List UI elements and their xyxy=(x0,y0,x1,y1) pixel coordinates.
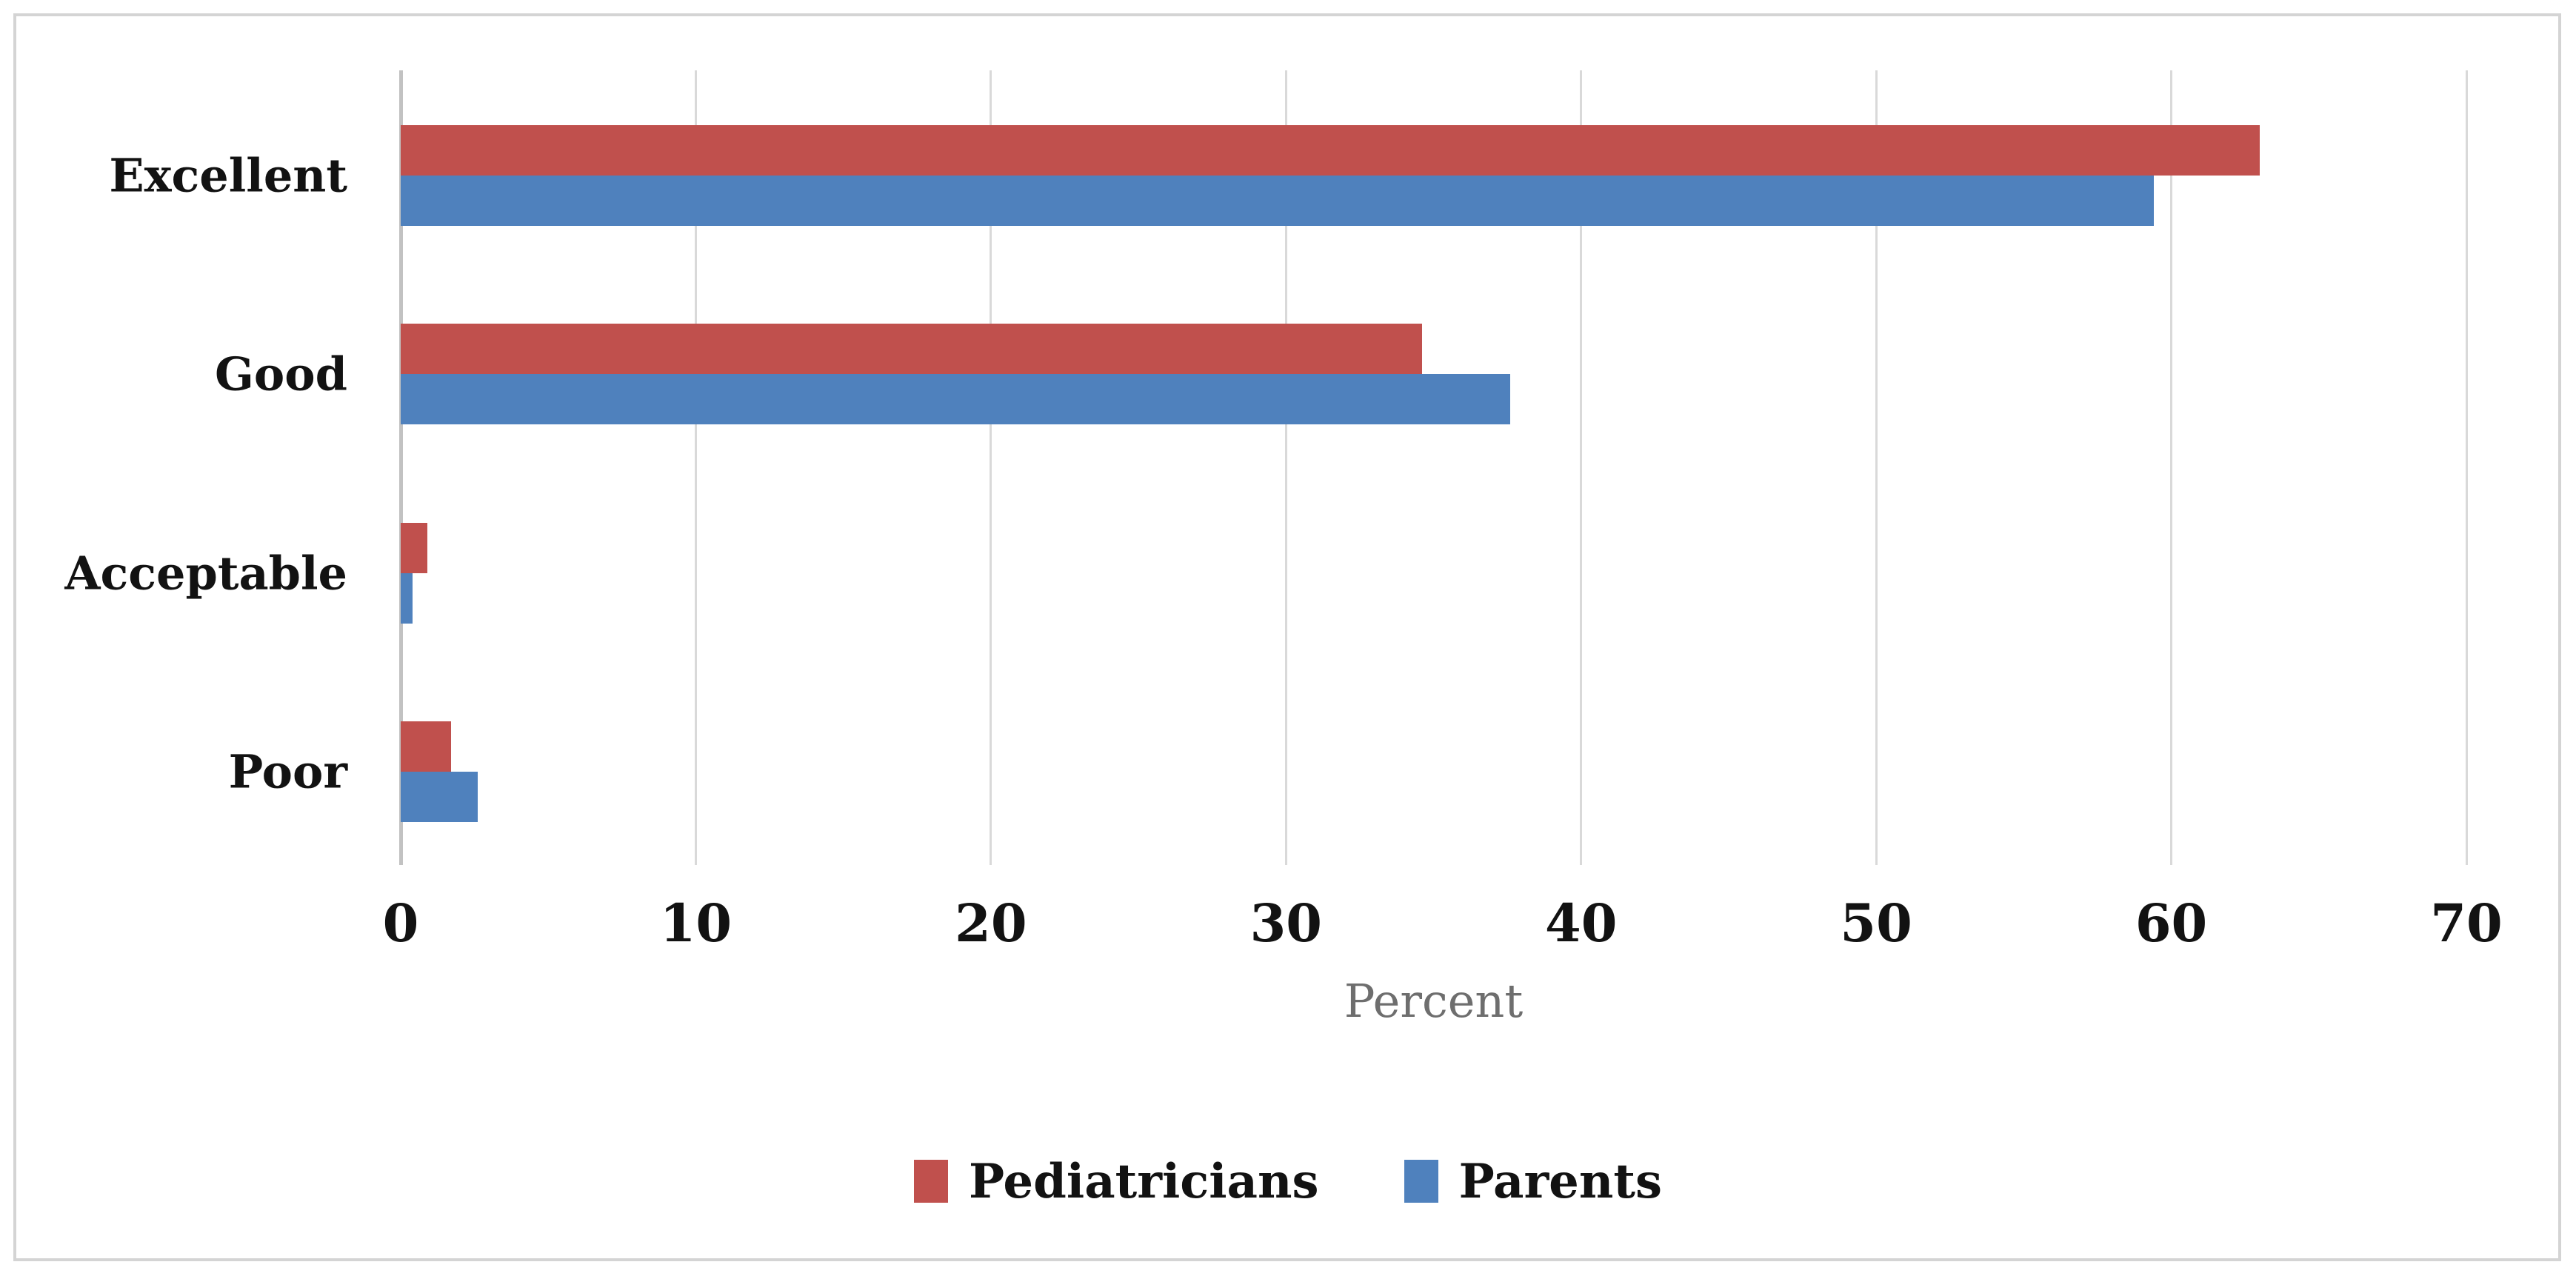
x-axis-ticks: 0 10 20 30 40 50 60 70 xyxy=(383,892,2503,963)
plot-area: Excellent Good Acceptable Poor xyxy=(64,70,2468,865)
bar-pediatricians-good xyxy=(401,324,1422,375)
bar-rows: Excellent Good Acceptable Poor xyxy=(64,70,2466,865)
tick-label-50: 50 xyxy=(1840,892,1912,954)
legend-item-parents: Parents xyxy=(1404,1154,1662,1209)
bar-parents-good xyxy=(401,374,1511,425)
tick-label-40: 40 xyxy=(1544,892,1618,954)
bar-parents-poor xyxy=(401,771,478,822)
tick-label-10: 10 xyxy=(659,892,733,954)
bar-pair xyxy=(401,125,2466,227)
bar-parents-acceptable xyxy=(401,572,413,624)
legend-item-pediatricians: Pediatricians xyxy=(914,1154,1319,1209)
category-label: Excellent xyxy=(109,148,347,203)
gridline-60 xyxy=(2170,70,2173,865)
tick-label-60: 60 xyxy=(2135,892,2208,954)
gridline-10 xyxy=(694,70,697,865)
gridline-50 xyxy=(1875,70,1878,865)
legend-marker-icon xyxy=(1404,1160,1438,1203)
gridline-20 xyxy=(990,70,992,865)
tick-label-20: 20 xyxy=(955,892,1027,954)
bar-pair xyxy=(401,721,2466,822)
gridline-30 xyxy=(1284,70,1287,865)
category-row-poor: Poor xyxy=(229,667,2466,865)
bar-pediatricians-acceptable xyxy=(401,522,427,573)
category-label: Acceptable xyxy=(64,546,347,601)
category-row-excellent: Excellent xyxy=(109,70,2466,269)
legend-label: Pediatricians xyxy=(969,1153,1319,1209)
bar-pediatricians-excellent xyxy=(401,125,2260,176)
category-row-acceptable: Acceptable xyxy=(64,468,2466,667)
tick-label-70: 70 xyxy=(2430,892,2503,954)
y-axis-line xyxy=(398,70,403,865)
legend-marker-icon xyxy=(914,1160,948,1203)
bar-parents-excellent xyxy=(401,176,2154,227)
gridline-70 xyxy=(2465,70,2468,865)
bar-pair xyxy=(401,522,2466,624)
tick-label-0: 0 xyxy=(382,892,419,954)
tick-label-30: 30 xyxy=(1249,892,1322,954)
category-label: Good xyxy=(214,347,347,401)
category-label: Poor xyxy=(228,744,347,799)
legend-label: Parents xyxy=(1458,1153,1662,1209)
legend: Pediatricians Parents xyxy=(0,1141,2576,1222)
gridline-40 xyxy=(1580,70,1583,865)
bar-pediatricians-poor xyxy=(401,721,451,772)
category-row-good: Good xyxy=(215,269,2466,467)
x-axis-title: Percent xyxy=(1344,974,1524,1028)
bar-pair xyxy=(401,324,2466,425)
